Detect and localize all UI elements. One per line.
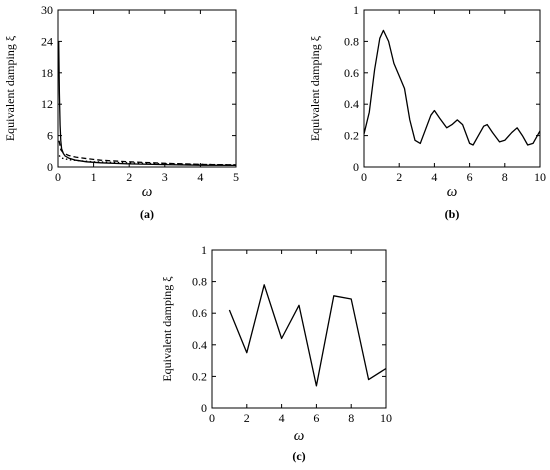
series-line-2 <box>58 140 237 166</box>
y-tick-label: 18 <box>41 66 53 80</box>
y-axis-label: Equivalent damping ξ <box>160 276 174 382</box>
y-tick-label: 6 <box>47 129 53 143</box>
plot-frame <box>57 9 237 168</box>
x-tick-label: 0 <box>361 170 367 184</box>
y-tick-label: 0.6 <box>192 306 207 320</box>
x-axis-label: ω <box>447 184 458 200</box>
chart-panel-2: 0 2 4 6 8 10 0 0.2 0.4 0.6 0.8 1 ω Equivalent damping… <box>308 3 546 221</box>
panel-label: (b) <box>445 207 460 221</box>
y-tick-label: 0.8 <box>344 34 359 48</box>
y-axis-label: Equivalent damping ξ <box>308 35 322 141</box>
x-tick-label: 0 <box>55 170 61 184</box>
series-line-1 <box>58 41 237 167</box>
panel-label: (c) <box>292 449 305 463</box>
x-tick-label: 2 <box>126 170 132 184</box>
x-tick-label: 10 <box>534 170 546 184</box>
x-tick-label: 3 <box>162 170 168 184</box>
series-line-1 <box>363 29 541 146</box>
y-tick-label: 0 <box>353 160 359 174</box>
y-axis-label: Equivalent damping ξ <box>3 35 17 141</box>
y-tick-label: 24 <box>41 34 53 48</box>
y-tick-label: 0.8 <box>192 275 207 289</box>
x-tick-label: 4 <box>431 170 437 184</box>
y-tick-label: 0.4 <box>344 97 359 111</box>
panel-label: (a) <box>140 207 154 221</box>
y-tick-label: 0 <box>201 401 207 415</box>
x-tick-label: 2 <box>244 411 250 425</box>
plot-frame <box>211 249 387 409</box>
x-tick-label: 2 <box>396 170 402 184</box>
series-line-3 <box>58 155 237 166</box>
x-tick-label: 10 <box>380 411 392 425</box>
x-tick-label: 4 <box>197 170 203 184</box>
y-tick-label: 30 <box>41 3 53 17</box>
x-tick-label: 0 <box>209 411 215 425</box>
x-tick-label: 4 <box>279 411 285 425</box>
x-tick-label: 8 <box>348 411 354 425</box>
y-tick-label: 0.6 <box>344 66 359 80</box>
y-tick-label: 1 <box>201 243 207 257</box>
series-line-1 <box>228 284 387 387</box>
x-axis-label: ω <box>294 428 305 444</box>
y-tick-label: 0 <box>47 160 53 174</box>
x-axis-label: ω <box>142 184 153 200</box>
y-tick-label: 12 <box>41 97 53 111</box>
x-tick-label: 6 <box>313 411 319 425</box>
y-tick-label: 0.4 <box>192 338 207 352</box>
x-tick-label: 8 <box>502 170 508 184</box>
y-tick-label: 1 <box>353 3 359 17</box>
y-tick-label: 0.2 <box>192 369 207 383</box>
x-tick-label: 5 <box>233 170 239 184</box>
y-tick-label: 0.2 <box>344 129 359 143</box>
chart-panel-3: 0 2 4 6 8 10 0 0.2 0.4 0.6 0.8 1 ω Equivalent damping… <box>160 243 392 463</box>
plot-frame <box>363 9 541 168</box>
x-tick-label: 1 <box>91 170 97 184</box>
x-tick-label: 6 <box>467 170 473 184</box>
